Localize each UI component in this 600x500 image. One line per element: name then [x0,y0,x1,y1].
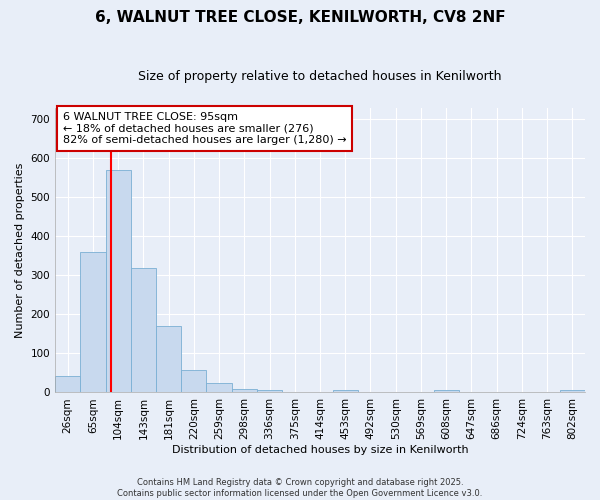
Y-axis label: Number of detached properties: Number of detached properties [15,162,25,338]
Bar [332,390,358,392]
Bar [257,390,282,392]
Bar [156,326,181,392]
Text: 6 WALNUT TREE CLOSE: 95sqm
← 18% of detached houses are smaller (276)
82% of sem: 6 WALNUT TREE CLOSE: 95sqm ← 18% of deta… [63,112,347,145]
Bar [55,376,80,392]
Bar [206,382,232,392]
Bar [434,390,459,392]
Bar [131,268,156,392]
X-axis label: Distribution of detached houses by size in Kenilworth: Distribution of detached houses by size … [172,445,469,455]
Bar [560,390,585,392]
Bar [181,370,206,392]
Bar [80,252,106,392]
Bar [106,170,131,392]
Title: Size of property relative to detached houses in Kenilworth: Size of property relative to detached ho… [138,70,502,83]
Bar [232,388,257,392]
Text: Contains HM Land Registry data © Crown copyright and database right 2025.
Contai: Contains HM Land Registry data © Crown c… [118,478,482,498]
Text: 6, WALNUT TREE CLOSE, KENILWORTH, CV8 2NF: 6, WALNUT TREE CLOSE, KENILWORTH, CV8 2N… [95,10,505,25]
